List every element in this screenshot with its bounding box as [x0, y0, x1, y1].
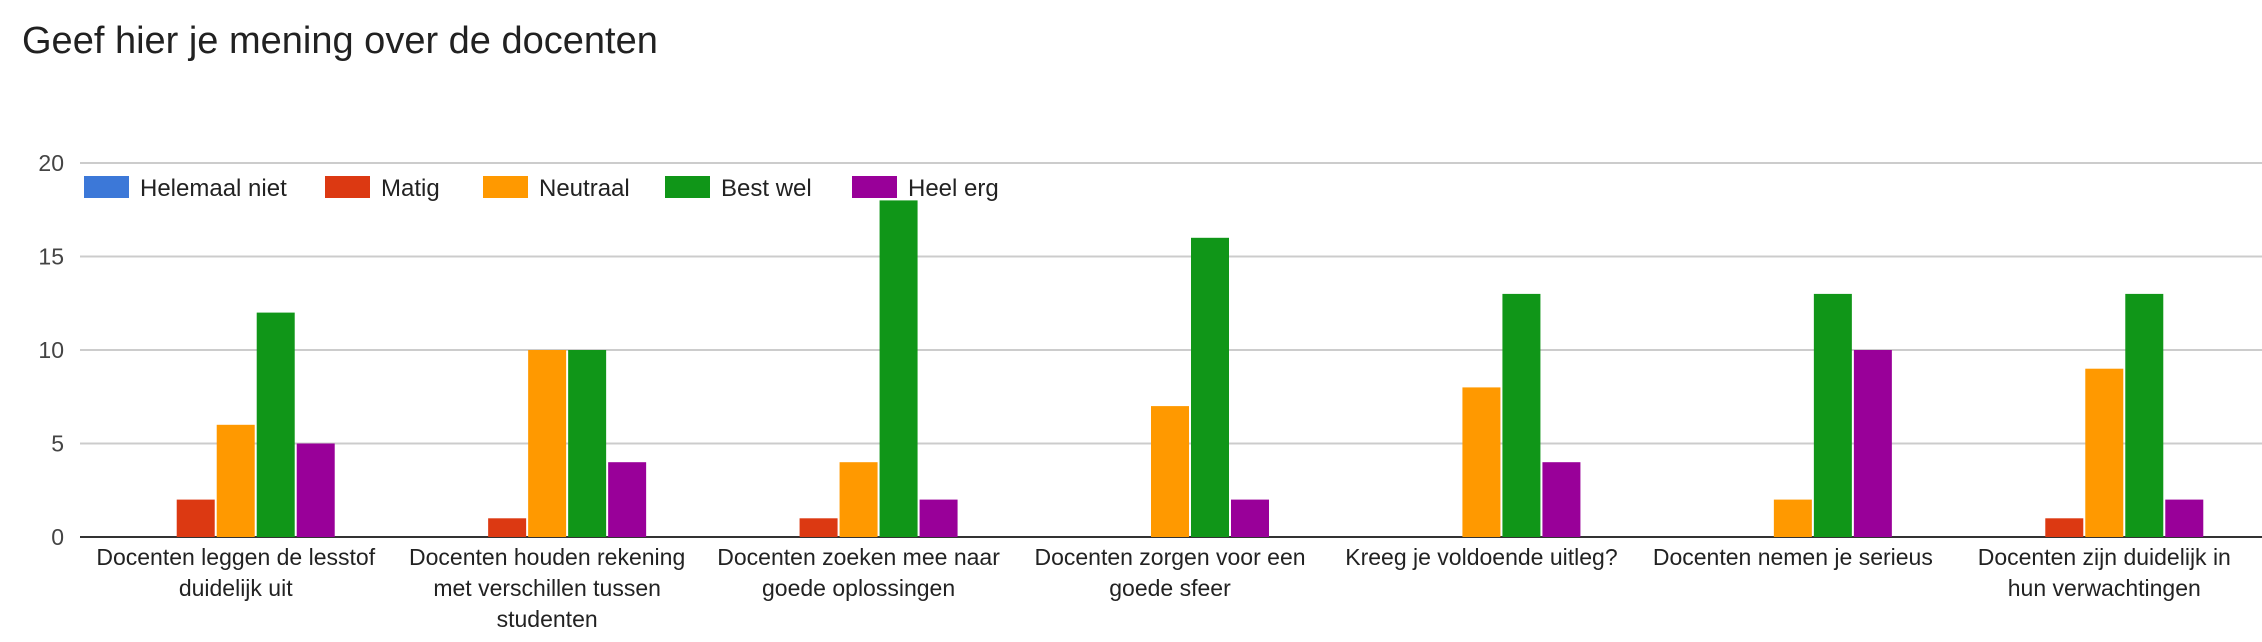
bar	[1542, 462, 1581, 537]
legend-swatch	[325, 176, 370, 198]
x-category-label: Docenten leggen de lesstof	[96, 544, 375, 570]
bar	[608, 462, 647, 537]
bar	[2165, 499, 2204, 537]
legend-label: Neutraal	[539, 175, 630, 202]
bar	[879, 200, 918, 537]
x-category-label: Docenten zorgen voor een	[1034, 544, 1305, 570]
y-axis-ticks: 0 5 10 15 20	[38, 150, 64, 550]
legend: Helemaal niet Matig Neutraal Best wel Heel e…	[84, 175, 999, 202]
y-tick-label: 5	[51, 431, 64, 457]
bar	[1151, 406, 1189, 537]
legend-label: Best wel	[721, 175, 812, 202]
bar	[256, 312, 295, 537]
y-tick-label: 15	[38, 244, 64, 270]
bar	[1502, 293, 1541, 537]
x-category-label: hun verwachtingen	[2008, 575, 2201, 601]
legend-label: Matig	[381, 175, 440, 202]
bar	[1191, 237, 1229, 538]
bar	[799, 518, 838, 537]
gridlines	[80, 162, 2262, 538]
x-category-label: studenten	[497, 606, 598, 632]
bar	[1231, 499, 1269, 537]
legend-swatch	[852, 176, 897, 198]
bar	[296, 443, 335, 537]
bar	[2045, 518, 2084, 537]
legend-label: Heel erg	[908, 175, 999, 202]
bar	[528, 350, 567, 537]
bars	[176, 200, 2204, 538]
bar	[216, 424, 255, 537]
x-axis-labels: Docenten leggen de lesstof duidelijk uit D…	[96, 544, 2231, 632]
y-tick-label: 10	[38, 337, 64, 363]
legend-swatch	[84, 176, 129, 198]
bar	[176, 499, 215, 537]
y-tick-label: 20	[38, 150, 64, 176]
y-tick-label: 0	[51, 524, 64, 550]
x-category-label: Docenten zoeken mee naar	[717, 544, 1000, 570]
bar	[1853, 350, 1892, 537]
x-category-label: duidelijk uit	[179, 575, 293, 601]
x-category-label: Docenten zijn duidelijk in	[1978, 544, 2231, 570]
legend-swatch	[483, 176, 528, 198]
bar	[2125, 293, 2164, 537]
bar	[488, 518, 527, 537]
x-category-label: Kreeg je voldoende uitleg?	[1345, 544, 1617, 570]
bar	[1813, 293, 1852, 537]
bar	[839, 462, 878, 537]
x-category-label: goede oplossingen	[762, 575, 955, 601]
bar	[1773, 499, 1812, 537]
x-category-label: goede sfeer	[1109, 575, 1231, 601]
legend-label: Helemaal niet	[140, 175, 287, 202]
x-category-label: Docenten nemen je serieus	[1653, 544, 1933, 570]
chart-title: Geef hier je mening over de docenten	[22, 20, 658, 62]
x-category-label: Docenten houden rekening	[409, 544, 685, 570]
legend-swatch	[665, 176, 710, 198]
bar	[2085, 368, 2124, 537]
x-category-label: met verschillen tussen	[433, 575, 661, 601]
bar	[1462, 387, 1501, 537]
bar	[568, 350, 607, 537]
bar	[919, 499, 958, 537]
